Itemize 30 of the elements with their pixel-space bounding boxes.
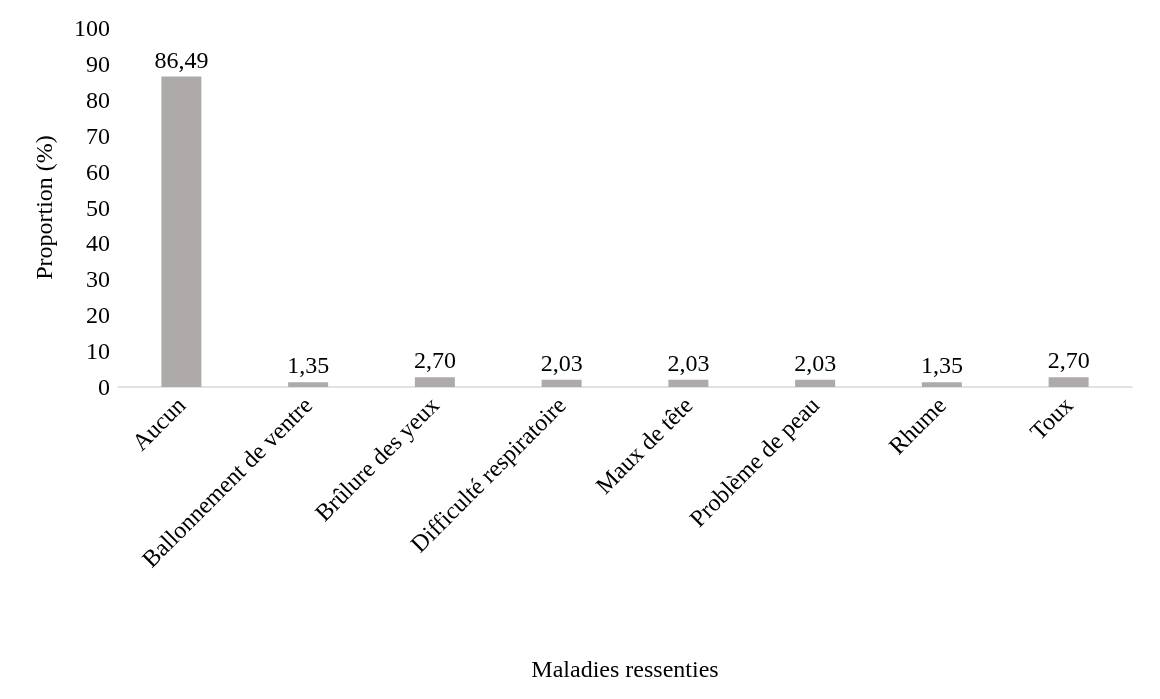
data-label: 86,49 (154, 46, 209, 73)
y-tick-label: 10 (86, 338, 110, 365)
bar (921, 382, 962, 387)
data-label: 2,03 (794, 349, 837, 376)
data-label: 1,35 (287, 352, 330, 379)
x-tick-label: Toux (1024, 391, 1078, 445)
bar (795, 379, 836, 387)
y-tick-label: 60 (86, 158, 110, 185)
y-tick-label: 0 (98, 374, 110, 400)
bar (161, 76, 202, 387)
data-label: 1,35 (920, 352, 963, 379)
y-tick-label: 40 (86, 230, 110, 257)
y-tick-label: 100 (74, 15, 110, 41)
data-label: 2,70 (1047, 347, 1090, 374)
y-tick-label: 70 (86, 122, 110, 149)
data-label: 2,03 (667, 349, 710, 376)
y-axis-title: Proportion (%) (31, 135, 57, 280)
y-tick-label: 80 (86, 86, 110, 113)
x-axis-title: Maladies ressenties (531, 656, 719, 682)
data-label: 2,03 (540, 349, 583, 376)
y-tick-label: 50 (86, 194, 110, 221)
bar (288, 382, 329, 387)
y-tick-label: 90 (86, 50, 110, 77)
bar (414, 377, 455, 387)
bar (668, 379, 709, 387)
y-tick-label: 30 (86, 266, 110, 293)
bar (1048, 377, 1089, 387)
data-label: 2,70 (413, 347, 456, 374)
bar (541, 379, 582, 387)
y-tick-label: 20 (86, 302, 110, 329)
